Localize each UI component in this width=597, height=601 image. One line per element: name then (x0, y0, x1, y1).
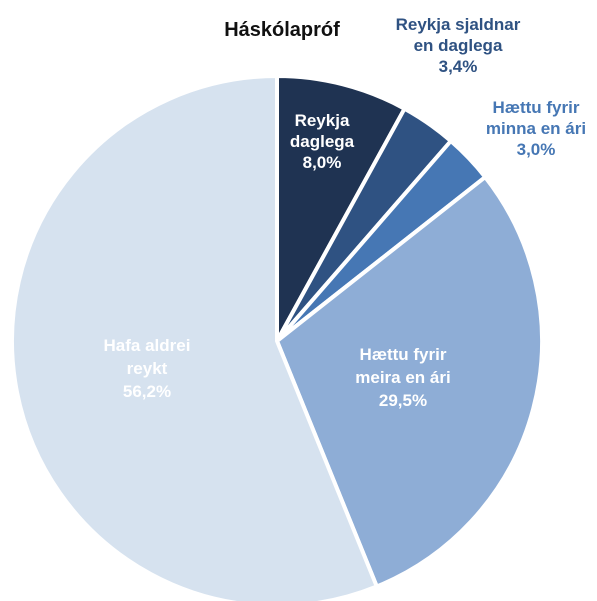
slice-label-0: Reykja daglega 8,0% (290, 111, 355, 172)
slice-value-label: 8,0% (303, 153, 342, 172)
slice-value-label: 29,5% (379, 391, 427, 410)
slice-label-3: Hættu fyrir meira en ári 29,5% (355, 345, 450, 410)
chart-title: Háskólapróf (224, 19, 340, 41)
slice-name-line: Reykja (295, 111, 350, 130)
pie-labels: Reykja daglega 8,0% Reykja sjaldnar en dagle… (104, 15, 587, 410)
pie-slice-3 (275, 175, 544, 589)
slice-name-line: minna en ári (486, 119, 586, 138)
pie-slice-4 (10, 74, 379, 601)
slice-name-line: en daglega (414, 36, 503, 55)
pie-slice-0 (275, 74, 407, 343)
slice-label-4: Hafa aldrei reykt 56,2% (104, 336, 191, 401)
slice-name-line: daglega (290, 132, 355, 151)
slice-name-line: Hættu fyrir (360, 345, 447, 364)
slice-name-line: Reykja sjaldnar (396, 15, 521, 34)
slice-name-line: Hættu fyrir (493, 98, 580, 117)
slice-name-line: Hafa aldrei (104, 336, 191, 355)
slice-label-1: Reykja sjaldnar en daglega 3,4% (396, 15, 521, 76)
slice-value-label: 56,2% (123, 382, 171, 401)
slice-label-2: Hættu fyrir minna en ári 3,0% (486, 98, 586, 159)
slice-name-line: meira en ári (355, 368, 450, 387)
pie-slices (10, 74, 544, 601)
slice-name-line: reykt (127, 359, 168, 378)
slice-value-label: 3,4% (439, 57, 478, 76)
slice-value-label: 3,0% (517, 140, 556, 159)
